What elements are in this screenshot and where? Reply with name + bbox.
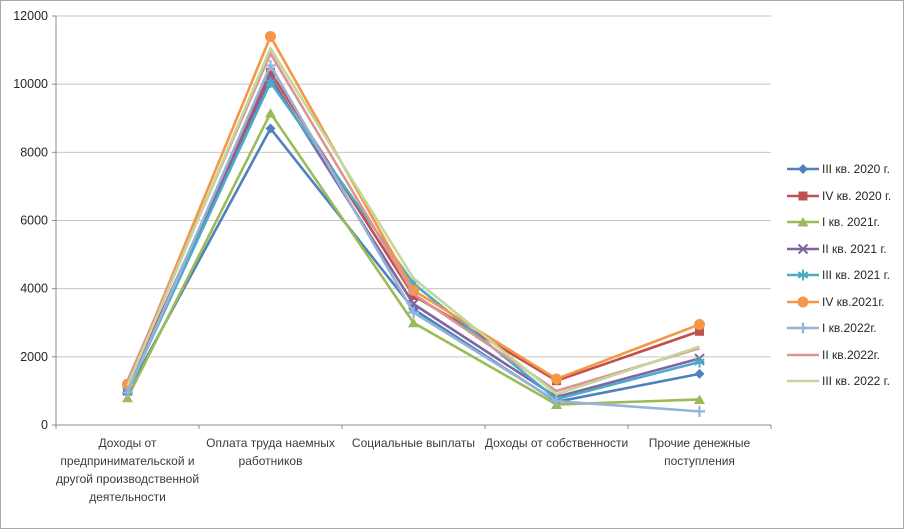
series-line	[126, 33, 700, 385]
series-marker-triangle	[265, 108, 276, 118]
series-line	[126, 62, 700, 413]
series-line	[126, 45, 700, 396]
series-marker-diamond	[694, 368, 705, 379]
series-marker-triangle	[694, 394, 705, 404]
legend-marker	[787, 164, 819, 175]
series-marker-diamond	[265, 123, 276, 134]
x-axis-category-label: Прочие денежные поступления	[648, 436, 751, 468]
series-I кв.2022г.	[122, 59, 705, 417]
series-line	[126, 74, 700, 399]
series-marker-plus	[694, 405, 705, 417]
series-marker-square	[798, 191, 808, 201]
x-axis-category-label: Оплата труда наемных работников	[206, 436, 335, 468]
y-axis-tick-label: 6000	[20, 214, 48, 228]
legend-label: II кв. 2021 г.	[822, 241, 887, 256]
chart-legend: III кв. 2020 г. IV кв. 2020 г. I кв. 2021г…	[787, 156, 891, 395]
series-II кв. 2021 г.	[122, 72, 705, 403]
legend-item: III кв. 2022 г.	[787, 368, 891, 395]
series-marker-diamond	[798, 164, 808, 175]
series-marker-circle	[265, 30, 276, 42]
legend-marker	[787, 379, 819, 383]
legend-label: II кв.2022г.	[822, 347, 880, 362]
series-marker-plus	[122, 387, 133, 399]
legend-label: I кв. 2021г.	[822, 215, 880, 230]
series-marker-square	[266, 67, 275, 77]
series-line	[126, 79, 700, 401]
series-marker-asterisk	[265, 76, 276, 88]
series-line	[126, 50, 700, 393]
x-axis-category-label: Доходы от предпринимательской и другой п…	[55, 436, 200, 504]
legend-marker	[787, 296, 819, 308]
series-III кв. 2020 г.	[122, 123, 705, 407]
series-marker-plus	[797, 322, 809, 334]
series-marker-plus	[408, 307, 419, 319]
legend-item: III кв. 2021 г.	[787, 262, 891, 289]
x-axis-category-label: Доходы от собственности	[484, 436, 629, 450]
legend-item: II кв.2022г.	[787, 342, 891, 369]
legend-marker	[787, 322, 819, 334]
legend-label: III кв. 2020 г.	[822, 162, 890, 177]
series-IV кв. 2020 г.	[123, 67, 704, 393]
series-I кв. 2021г.	[122, 108, 705, 410]
legend-label: I кв.2022г.	[822, 321, 877, 336]
series-marker-triangle	[408, 317, 419, 328]
series-II кв.2022г.	[126, 50, 700, 393]
legend-marker	[787, 269, 819, 281]
series-marker-plus	[551, 395, 562, 407]
legend-marker	[787, 191, 819, 201]
series-line	[126, 69, 700, 389]
series-marker-triangle	[797, 217, 809, 227]
y-axis-tick-label: 2000	[20, 350, 48, 364]
series-marker-circle	[694, 318, 705, 330]
legend-label: IV кв. 2020 г.	[822, 188, 892, 203]
legend-marker	[787, 217, 819, 227]
legend-item: I кв. 2021г.	[787, 209, 891, 236]
legend-item: IV кв. 2020 г.	[787, 183, 891, 210]
y-axis-tick-label: 0	[41, 418, 48, 432]
legend-item: II кв. 2021 г.	[787, 236, 891, 263]
y-axis-tick-label: 4000	[20, 282, 48, 296]
series-III кв. 2022 г.	[126, 45, 700, 396]
series-marker-circle	[551, 373, 562, 385]
series-marker-asterisk	[797, 269, 809, 281]
legend-marker	[787, 243, 819, 254]
legend-item: IV кв.2021г.	[787, 289, 891, 316]
series-marker-plus	[265, 59, 276, 71]
legend-item: III кв. 2020 г.	[787, 156, 891, 183]
legend-item: I кв.2022г.	[787, 315, 891, 342]
x-axis-category-label: Социальные выплаты	[351, 436, 476, 450]
legend-label: III кв. 2022 г.	[822, 374, 890, 389]
series-marker-asterisk	[694, 356, 705, 368]
y-axis-tick-label: 12000	[13, 9, 48, 23]
y-axis-tick-label: 8000	[20, 145, 48, 159]
series-marker-x	[797, 243, 809, 254]
legend-label: III кв. 2021 г.	[822, 268, 890, 283]
legend-marker	[787, 353, 819, 357]
series-marker-circle	[797, 296, 809, 308]
y-axis-tick-label: 10000	[13, 77, 48, 91]
legend-label: IV кв.2021г.	[822, 294, 885, 309]
series-marker-square	[695, 326, 704, 336]
